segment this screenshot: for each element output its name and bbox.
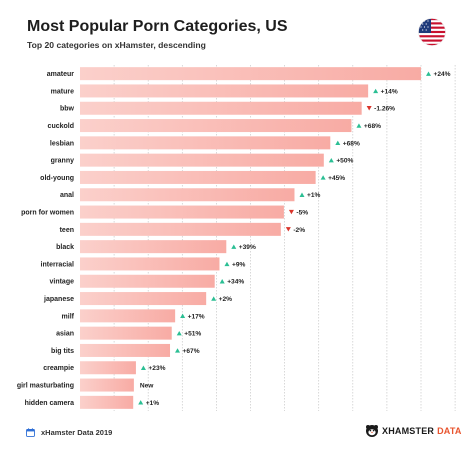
- bar: [80, 378, 134, 392]
- down-arrow-icon: [366, 106, 372, 111]
- change-label: +1%: [307, 192, 321, 199]
- category-label: granny: [51, 158, 74, 165]
- category-label: cuckold: [48, 123, 74, 130]
- category-label: asian: [56, 331, 74, 338]
- bar: [80, 119, 352, 133]
- category-label: creampie: [43, 365, 74, 372]
- bar: [80, 205, 284, 219]
- hamster-logo-icon: [366, 425, 378, 437]
- category-label: old-young: [40, 175, 74, 182]
- up-arrow-icon: [373, 88, 379, 94]
- change-label: +24%: [434, 71, 451, 78]
- change-label: +2%: [219, 296, 233, 303]
- footer-source: xHamster Data 2019: [26, 428, 112, 437]
- bar: [80, 257, 220, 271]
- up-arrow-icon: [320, 175, 326, 180]
- source-text: xHamster Data 2019: [41, 428, 113, 437]
- down-arrow-icon: [288, 209, 294, 215]
- bar-chart: amateur +24% mature +14% bbw -1.26% cuckold +68…: [17, 65, 456, 411]
- up-arrow-icon: [231, 244, 237, 249]
- change-label: New: [140, 382, 154, 389]
- category-label: teen: [60, 227, 74, 234]
- category-label: big tits: [51, 348, 74, 355]
- brand-accent: DATA: [437, 426, 462, 436]
- category-label: black: [56, 244, 74, 251]
- category-label: anal: [60, 192, 74, 199]
- change-label: +9%: [232, 261, 246, 268]
- change-label: +50%: [336, 158, 353, 165]
- category-label: bbw: [60, 106, 75, 113]
- bar: [80, 343, 171, 357]
- bar: [80, 361, 136, 375]
- up-arrow-icon: [224, 261, 230, 267]
- change-label: -5%: [296, 209, 308, 216]
- chart-title: Most Popular Porn Categories, US: [27, 18, 288, 35]
- change-label: -2%: [293, 227, 305, 234]
- category-label: amateur: [47, 71, 75, 78]
- category-label: mature: [51, 88, 74, 95]
- up-arrow-icon: [335, 140, 341, 146]
- up-arrow-icon: [328, 157, 334, 163]
- bar: [80, 188, 295, 202]
- brand-name: XHAMSTER: [382, 426, 435, 436]
- category-label: girl masturbating: [17, 382, 74, 389]
- up-arrow-icon: [219, 279, 225, 284]
- bar: [80, 84, 369, 98]
- bar: [80, 309, 176, 323]
- category-label: lesbian: [50, 140, 74, 147]
- category-label: milf: [62, 313, 75, 320]
- up-arrow-icon: [180, 313, 186, 319]
- change-label: +14%: [381, 88, 398, 95]
- change-label: +67%: [183, 348, 200, 355]
- calendar-icon: [26, 428, 35, 437]
- bar: [80, 222, 281, 236]
- chart-subtitle: Top 20 categories on xHamster, descendin…: [27, 40, 206, 50]
- up-arrow-icon: [175, 348, 181, 353]
- category-label: interracial: [41, 261, 75, 268]
- down-arrow-icon: [285, 227, 291, 232]
- category-label: vintage: [49, 279, 74, 286]
- category-label: porn for women: [21, 209, 74, 216]
- bar: [80, 240, 227, 254]
- bar: [80, 292, 207, 306]
- up-arrow-icon: [299, 192, 305, 197]
- category-label: hidden camera: [25, 400, 75, 407]
- change-label: +17%: [188, 313, 205, 320]
- brand-logo: XHAMSTER DATA: [365, 424, 462, 438]
- bar: [80, 101, 362, 115]
- up-arrow-icon: [138, 400, 144, 405]
- change-label: +23%: [148, 365, 165, 372]
- change-label: +45%: [328, 175, 345, 182]
- bar: [80, 326, 172, 340]
- bar: [80, 136, 331, 150]
- up-arrow-icon: [426, 71, 431, 76]
- bar: [80, 153, 324, 167]
- us-flag-icon: [418, 18, 446, 46]
- change-label: +51%: [184, 331, 201, 338]
- bar: [80, 395, 134, 409]
- category-label: japanese: [43, 296, 74, 303]
- up-arrow-icon: [356, 123, 362, 128]
- up-arrow-icon: [176, 330, 182, 336]
- bar: [80, 274, 215, 288]
- change-label: +68%: [364, 123, 381, 130]
- up-arrow-icon: [211, 296, 217, 301]
- change-label: -1.26%: [374, 106, 395, 113]
- change-label: +39%: [239, 244, 256, 251]
- change-label: +68%: [343, 140, 360, 147]
- bar: [80, 67, 421, 81]
- change-label: +34%: [227, 279, 244, 286]
- change-label: +1%: [146, 400, 160, 407]
- bar: [80, 170, 316, 184]
- up-arrow-icon: [140, 365, 146, 370]
